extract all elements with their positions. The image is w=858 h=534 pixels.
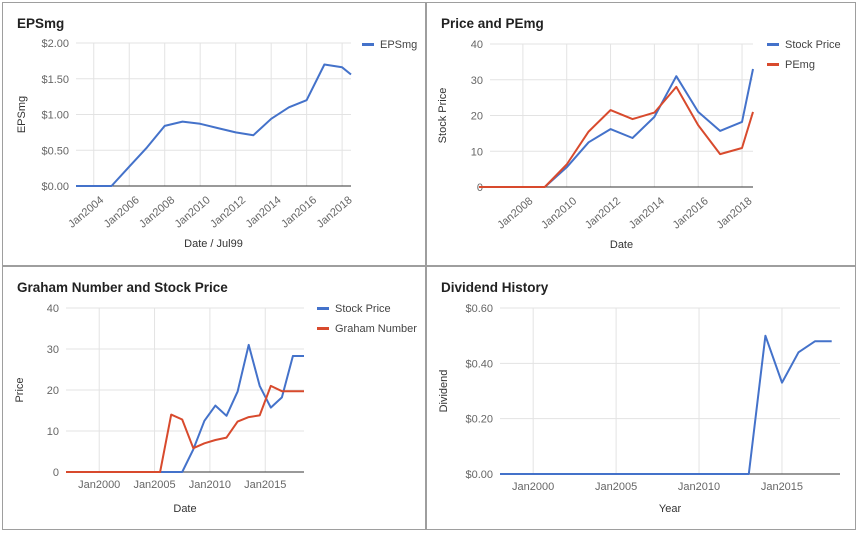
series-line-stock-price bbox=[479, 68, 754, 188]
dividend-chart-panel: Dividend History $0.00 $0.20 $0.40 $0.60 Jan… bbox=[426, 266, 856, 530]
y-tick-label: $2.00 bbox=[41, 38, 69, 50]
graham-chart-panel: Graham Number and Stock Price 0 10 20 30 40 J… bbox=[2, 266, 426, 530]
legend-label: PEmg bbox=[785, 59, 815, 71]
eps-chart: $0.00$0.50$1.00$1.50$2.00Jan2004Jan2006J… bbox=[16, 38, 417, 250]
y-tick-label: 40 bbox=[471, 39, 483, 51]
x-tick-label: Jan2006 bbox=[102, 194, 142, 230]
y-tick-label: 0 bbox=[53, 467, 59, 479]
x-tick-label: Jan2010 bbox=[189, 479, 231, 491]
y-axis-title: Dividend bbox=[438, 370, 450, 413]
x-tick-label: Jan2016 bbox=[671, 195, 711, 231]
y-tick-label: $0.00 bbox=[41, 181, 69, 193]
legend-swatch bbox=[362, 43, 374, 46]
x-tick-label: Jan2015 bbox=[761, 481, 803, 493]
x-tick-label: Jan2010 bbox=[173, 194, 213, 230]
x-tick-label: Jan2014 bbox=[627, 195, 667, 231]
chart-title: Graham Number and Stock Price bbox=[17, 280, 228, 295]
x-tick-label: Jan2010 bbox=[678, 481, 720, 493]
x-tick-label: Jan2004 bbox=[66, 194, 106, 230]
legend-label: Graham Number bbox=[335, 323, 417, 335]
x-axis-title: Date bbox=[610, 239, 633, 251]
y-tick-label: 20 bbox=[471, 111, 483, 123]
price-pe-chart-panel: Price and PEmg 0 10 20 30 40 Jan2008 Jan2010 Ja… bbox=[426, 2, 856, 266]
y-tick-label: $0.60 bbox=[465, 303, 493, 315]
legend-swatch bbox=[767, 63, 779, 66]
series-line-graham-number bbox=[66, 384, 304, 473]
x-tick-label: Jan2012 bbox=[208, 194, 248, 230]
legend-label: Stock Price bbox=[335, 303, 391, 315]
x-tick-label: Jan2008 bbox=[137, 194, 177, 230]
chart-title: Dividend History bbox=[441, 280, 549, 295]
y-tick-label: 30 bbox=[471, 75, 483, 87]
y-tick-label: $0.50 bbox=[41, 145, 69, 157]
x-tick-label: Jan2015 bbox=[244, 479, 286, 491]
x-tick-label: Jan2005 bbox=[133, 479, 175, 491]
y-axis-title: EPSmg bbox=[16, 96, 28, 133]
x-tick-label: Jan2018 bbox=[315, 194, 355, 230]
x-tick-label: Jan2014 bbox=[244, 194, 284, 230]
x-tick-label: Jan2008 bbox=[495, 195, 535, 231]
y-tick-label: 20 bbox=[47, 385, 59, 397]
y-tick-label: 40 bbox=[47, 303, 59, 315]
y-tick-label: 10 bbox=[47, 426, 59, 438]
x-axis-title: Date / Jul99 bbox=[184, 238, 243, 250]
y-tick-label: $1.50 bbox=[41, 74, 69, 86]
series-line-stock-price bbox=[66, 343, 304, 473]
x-tick-label: Jan2016 bbox=[279, 194, 319, 230]
y-tick-label: $0.00 bbox=[465, 469, 493, 481]
y-tick-label: $0.40 bbox=[465, 358, 493, 370]
legend-label: Stock Price bbox=[785, 39, 841, 51]
y-tick-label: 10 bbox=[471, 146, 483, 158]
chart-title: Price and PEmg bbox=[441, 16, 544, 31]
dividend-chart: $0.00 $0.20 $0.40 $0.60 Jan2000 Jan2005 Jan201… bbox=[438, 303, 840, 515]
y-tick-label: $1.00 bbox=[41, 110, 69, 122]
y-axis-title: Price bbox=[14, 377, 26, 402]
x-tick-label: Jan2000 bbox=[512, 481, 554, 493]
x-tick-label: Jan2000 bbox=[78, 479, 120, 491]
chart-title: EPSmg bbox=[17, 16, 65, 31]
series-line-epsmg bbox=[76, 63, 352, 187]
graham-chart: 0 10 20 30 40 Jan2000 Jan2005 Jan2010 Jan2015 Dat… bbox=[14, 303, 417, 515]
x-tick-label: Jan2018 bbox=[714, 195, 754, 231]
x-axis-title: Year bbox=[659, 503, 682, 515]
series-line-pemg bbox=[479, 85, 754, 188]
legend-swatch bbox=[317, 307, 329, 310]
x-tick-label: Jan2012 bbox=[583, 195, 623, 231]
x-tick-label: Jan2010 bbox=[539, 195, 579, 231]
x-tick-label: Jan2005 bbox=[595, 481, 637, 493]
x-axis-title: Date bbox=[173, 503, 196, 515]
legend-swatch bbox=[767, 43, 779, 46]
legend-label: EPSmg bbox=[380, 39, 417, 51]
series-line-dividend bbox=[500, 334, 832, 475]
legend-swatch bbox=[317, 327, 329, 330]
y-axis-title: Stock Price bbox=[437, 88, 449, 144]
y-tick-label: 30 bbox=[47, 344, 59, 356]
eps-chart-panel: EPSmg $0.00 $0.50 $1.00 $1.50 $2.00 Jan2004 Ja… bbox=[2, 2, 426, 266]
y-tick-label: $0.20 bbox=[465, 414, 493, 426]
